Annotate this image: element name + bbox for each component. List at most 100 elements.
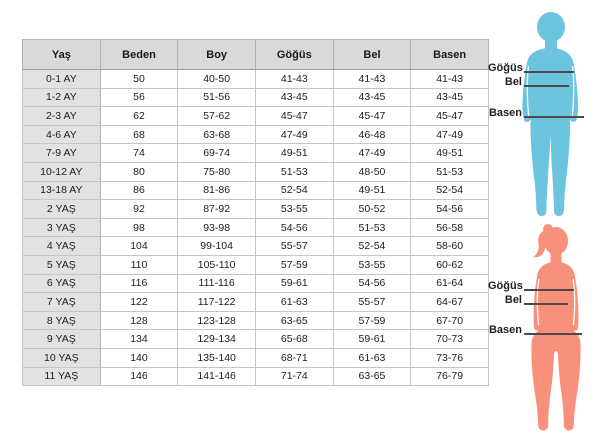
value-cell: 61-64 xyxy=(410,273,489,294)
boy-silhouette xyxy=(522,12,579,216)
girl-neck xyxy=(550,250,562,264)
boy-arm-gaps xyxy=(526,65,575,118)
boy-body xyxy=(522,48,579,216)
value-cell: 140 xyxy=(99,347,179,368)
value-cell: 122 xyxy=(99,292,179,312)
value-cell: 64-67 xyxy=(410,292,489,312)
value-cell: 57-62 xyxy=(177,106,256,126)
boy-chest-line xyxy=(524,71,574,73)
value-cell: 141-146 xyxy=(177,366,256,387)
value-cell: 56 xyxy=(99,87,179,108)
age-cell: 11 YAŞ xyxy=(22,366,101,387)
value-cell: 57-59 xyxy=(332,310,412,331)
value-cell: 54-56 xyxy=(254,217,334,238)
value-cell: 40-50 xyxy=(177,69,256,89)
value-cell: 63-65 xyxy=(332,366,412,387)
boy-waist-measure: Bel xyxy=(488,76,569,88)
value-cell: 54-56 xyxy=(332,273,412,294)
value-cell: 43-45 xyxy=(254,87,334,108)
value-cell: 56-58 xyxy=(410,217,489,238)
value-cell: 69-74 xyxy=(177,143,256,163)
table-row: 2 YAŞ 92 87-92 53-55 50-52 54-56 xyxy=(22,199,489,219)
age-cell: 13-18 AY xyxy=(22,180,101,201)
value-cell: 46-48 xyxy=(332,124,412,145)
value-cell: 59-61 xyxy=(332,329,412,349)
age-cell: 4 YAŞ xyxy=(22,236,101,256)
value-cell: 92 xyxy=(99,199,179,219)
table-row: 11 YAŞ 146 141-146 71-74 63-65 76-79 xyxy=(22,366,489,387)
value-cell: 70-73 xyxy=(410,329,489,349)
girl-waist-label: Bel xyxy=(504,294,522,306)
value-cell: 76-79 xyxy=(410,366,489,387)
value-cell: 71-74 xyxy=(254,366,334,387)
value-cell: 53-55 xyxy=(332,254,412,275)
value-cell: 80 xyxy=(99,161,179,182)
value-cell: 49-51 xyxy=(410,143,489,163)
value-cell: 73-76 xyxy=(410,347,489,368)
boy-waist-label: Bel xyxy=(504,76,522,88)
table-row: 4-6 AY 68 63-68 47-49 46-48 47-49 xyxy=(22,124,489,145)
age-cell: 7 YAŞ xyxy=(22,292,101,312)
value-cell: 47-49 xyxy=(332,143,412,163)
value-cell: 54-56 xyxy=(410,199,489,219)
header-size: Beden xyxy=(99,39,179,70)
girl-waist-line xyxy=(524,303,568,305)
value-cell: 52-54 xyxy=(410,180,489,201)
table-row: 0-1 AY 50 40-50 41-43 41-43 41-43 xyxy=(22,69,489,89)
table-row: 4 YAŞ 104 99-104 55-57 52-54 58-60 xyxy=(22,236,489,256)
value-cell: 52-54 xyxy=(254,180,334,201)
age-cell: 2-3 AY xyxy=(22,106,101,126)
age-cell: 2 YAŞ xyxy=(22,199,101,219)
age-cell: 10 YAŞ xyxy=(22,347,101,368)
boy-waist-line xyxy=(524,85,569,87)
value-cell: 68 xyxy=(99,124,179,145)
boy-neck xyxy=(545,37,557,51)
value-cell: 67-70 xyxy=(410,310,489,331)
girl-head xyxy=(544,227,568,255)
header-waist: Bel xyxy=(332,39,412,70)
age-cell: 5 YAŞ xyxy=(22,254,101,275)
value-cell: 105-110 xyxy=(177,254,256,275)
age-cell: 0-1 AY xyxy=(22,69,101,89)
value-cell: 52-54 xyxy=(332,236,412,256)
boy-hip-label: Basen xyxy=(488,107,522,119)
value-cell: 51-56 xyxy=(177,87,256,108)
value-cell: 45-47 xyxy=(410,106,489,126)
girl-waist-measure: Bel xyxy=(488,294,568,306)
value-cell: 61-63 xyxy=(254,292,334,312)
value-cell: 68-71 xyxy=(254,347,334,368)
value-cell: 47-49 xyxy=(410,124,489,145)
value-cell: 57-59 xyxy=(254,254,334,275)
value-cell: 99-104 xyxy=(177,236,256,256)
value-cell: 55-57 xyxy=(332,292,412,312)
size-table-body: 0-1 AY 50 40-50 41-43 41-43 41-43 1-2 AY 56 51-5… xyxy=(22,69,489,387)
age-cell: 7-9 AY xyxy=(22,143,101,163)
boy-chest-measure: Göğüs xyxy=(488,62,574,74)
value-cell: 41-43 xyxy=(332,69,412,89)
value-cell: 74 xyxy=(99,143,179,163)
girl-chest-line xyxy=(524,289,574,291)
value-cell: 51-53 xyxy=(332,217,412,238)
header-height: Boy xyxy=(177,39,256,70)
value-cell: 75-80 xyxy=(177,161,256,182)
table-row: 7 YAŞ 122 117-122 61-63 55-57 64-67 xyxy=(22,292,489,312)
boy-head xyxy=(537,12,565,42)
table-row: 10 YAŞ 140 135-140 68-71 61-63 73-76 xyxy=(22,347,489,368)
size-table: Yaş Beden Boy Göğüs Bel Basen 0-1 AY 50 40… xyxy=(22,39,489,387)
boy-hip-line xyxy=(524,116,584,118)
value-cell: 55-57 xyxy=(254,236,334,256)
value-cell: 50 xyxy=(99,69,179,89)
value-cell: 47-49 xyxy=(254,124,334,145)
value-cell: 51-53 xyxy=(254,161,334,182)
girl-hip-measure: Basen xyxy=(488,324,582,336)
value-cell: 62 xyxy=(99,106,179,126)
table-row: 2-3 AY 62 57-62 45-47 45-47 45-47 xyxy=(22,106,489,126)
boy-chest-label: Göğüs xyxy=(488,62,523,74)
girl-arm-gaps xyxy=(536,278,576,326)
value-cell: 116 xyxy=(99,273,179,294)
age-cell: 4-6 AY xyxy=(22,124,101,145)
value-cell: 134 xyxy=(99,329,179,349)
value-cell: 43-45 xyxy=(332,87,412,108)
value-cell: 45-47 xyxy=(332,106,412,126)
value-cell: 98 xyxy=(99,217,179,238)
